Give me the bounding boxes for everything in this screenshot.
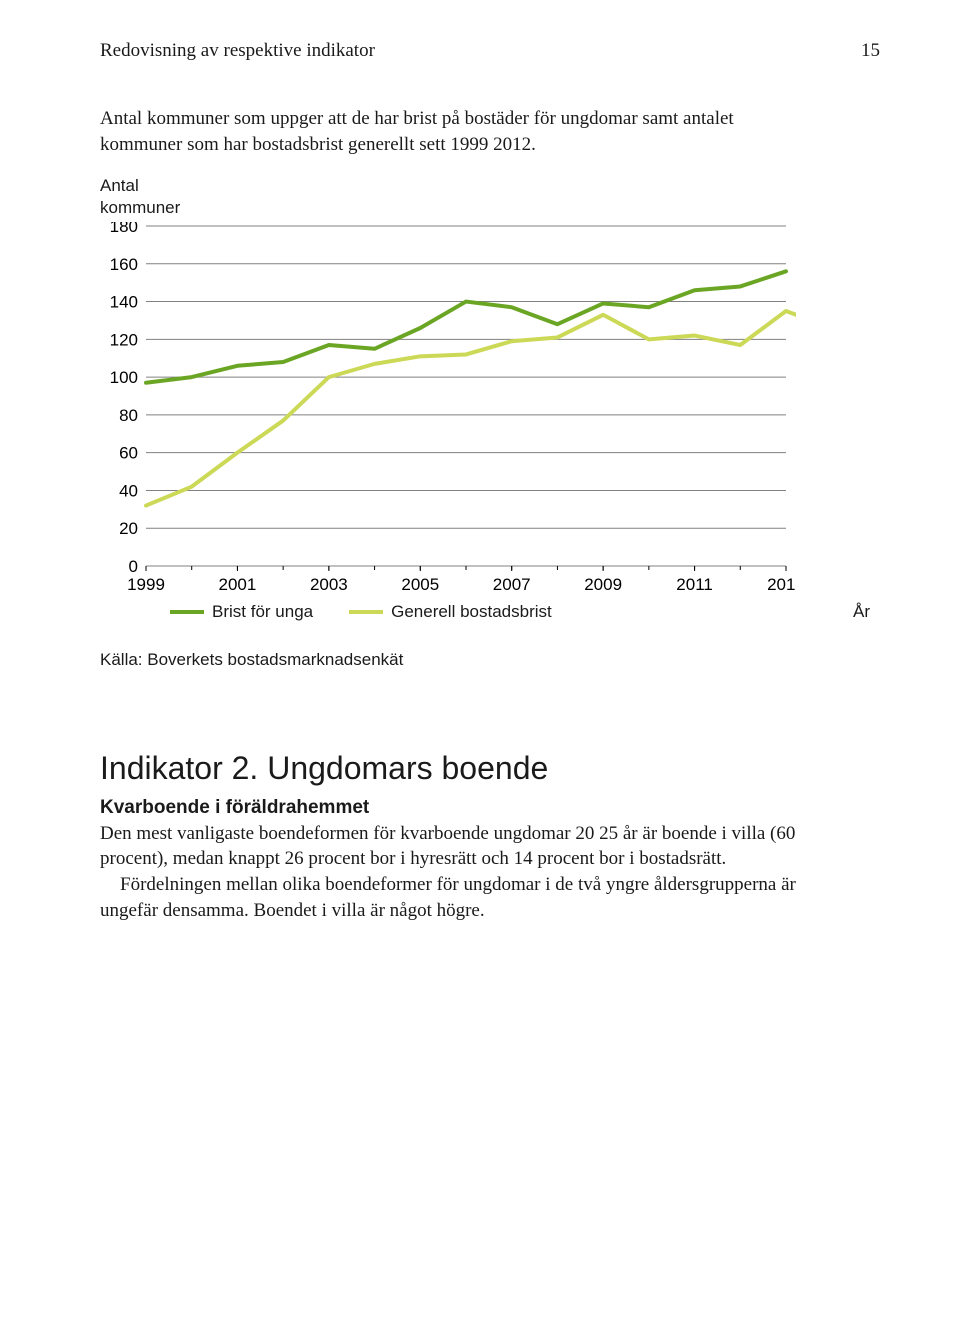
svg-text:2005: 2005 [401, 575, 439, 594]
svg-text:40: 40 [119, 481, 138, 500]
header-left: Redovisning av respektive indikator [100, 40, 375, 62]
y-title-line2: kommuner [100, 197, 880, 218]
chart-container: Antal kommuner 0 20 40 60 80 100 120 140 160 180 1… [100, 175, 880, 622]
paragraph: Den mest vanligaste boendeformen för kva… [100, 821, 840, 872]
section-subheading: Kvarboende i föräldrahemmet [100, 797, 880, 819]
svg-text:1999: 1999 [127, 575, 165, 594]
legend-swatch [349, 610, 383, 614]
svg-text:180: 180 [110, 222, 138, 236]
chart-legend: Brist för unga Generell bostadsbrist År [170, 602, 880, 622]
legend-item-generell: Generell bostadsbrist [349, 602, 552, 622]
page-header: Redovisning av respektive indikator 15 [100, 40, 880, 62]
legend-item-brist: Brist för unga [170, 602, 313, 622]
legend-label: Generell bostadsbrist [391, 602, 552, 622]
header-page-number: 15 [861, 40, 880, 62]
svg-text:160: 160 [110, 255, 138, 274]
svg-text:2007: 2007 [493, 575, 531, 594]
svg-text:2003: 2003 [310, 575, 348, 594]
svg-text:0: 0 [129, 557, 138, 576]
svg-text:2009: 2009 [584, 575, 622, 594]
svg-text:2011: 2011 [676, 575, 713, 594]
section-heading: Indikator 2. Ungdomars boende [100, 750, 880, 787]
legend-swatch [170, 610, 204, 614]
chart-caption: Antal kommuner som uppger att de har bri… [100, 106, 820, 157]
chart-y-axis-title: Antal kommuner [100, 175, 880, 218]
legend-label: Brist för unga [212, 602, 313, 622]
y-title-line1: Antal [100, 175, 880, 196]
svg-text:80: 80 [119, 406, 138, 425]
svg-text:60: 60 [119, 443, 138, 462]
chart-x-axis-label: År [853, 602, 870, 622]
svg-text:2013: 2013 [767, 575, 796, 594]
svg-text:120: 120 [110, 330, 138, 349]
svg-text:140: 140 [110, 292, 138, 311]
section-body: Den mest vanligaste boendeformen för kva… [100, 821, 840, 924]
line-chart: 0 20 40 60 80 100 120 140 160 180 1999 2001 2003 2005… [100, 222, 796, 596]
svg-text:2001: 2001 [219, 575, 257, 594]
svg-text:20: 20 [119, 519, 138, 538]
svg-text:100: 100 [110, 368, 138, 387]
paragraph: Fördelningen mellan olika boendeformer f… [100, 872, 840, 923]
chart-source: Källa: Boverkets bostadsmarknadsenkät [100, 650, 880, 670]
